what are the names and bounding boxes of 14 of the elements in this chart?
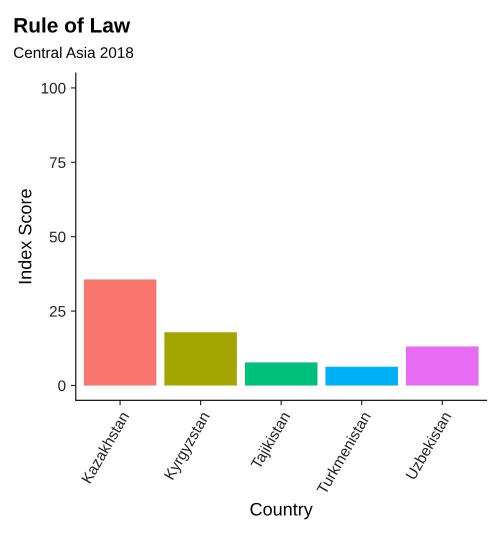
y-tick-label: 50	[50, 232, 66, 242]
bar	[325, 366, 398, 386]
chart-subtitle: Central Asia 2018	[14, 46, 134, 58]
bar	[406, 346, 478, 386]
y-tick-label: 25	[50, 306, 66, 317]
y-tick-label: 100	[42, 82, 66, 94]
y-tick-label: 0	[58, 380, 66, 392]
y-axis-title: Index Score	[18, 189, 32, 284]
bar	[244, 362, 318, 386]
chart-title: Rule of Law	[14, 17, 130, 33]
x-axis-title: Country	[250, 502, 313, 520]
bar	[164, 332, 237, 386]
bar	[84, 280, 156, 386]
y-tick-label: 75	[50, 157, 66, 168]
